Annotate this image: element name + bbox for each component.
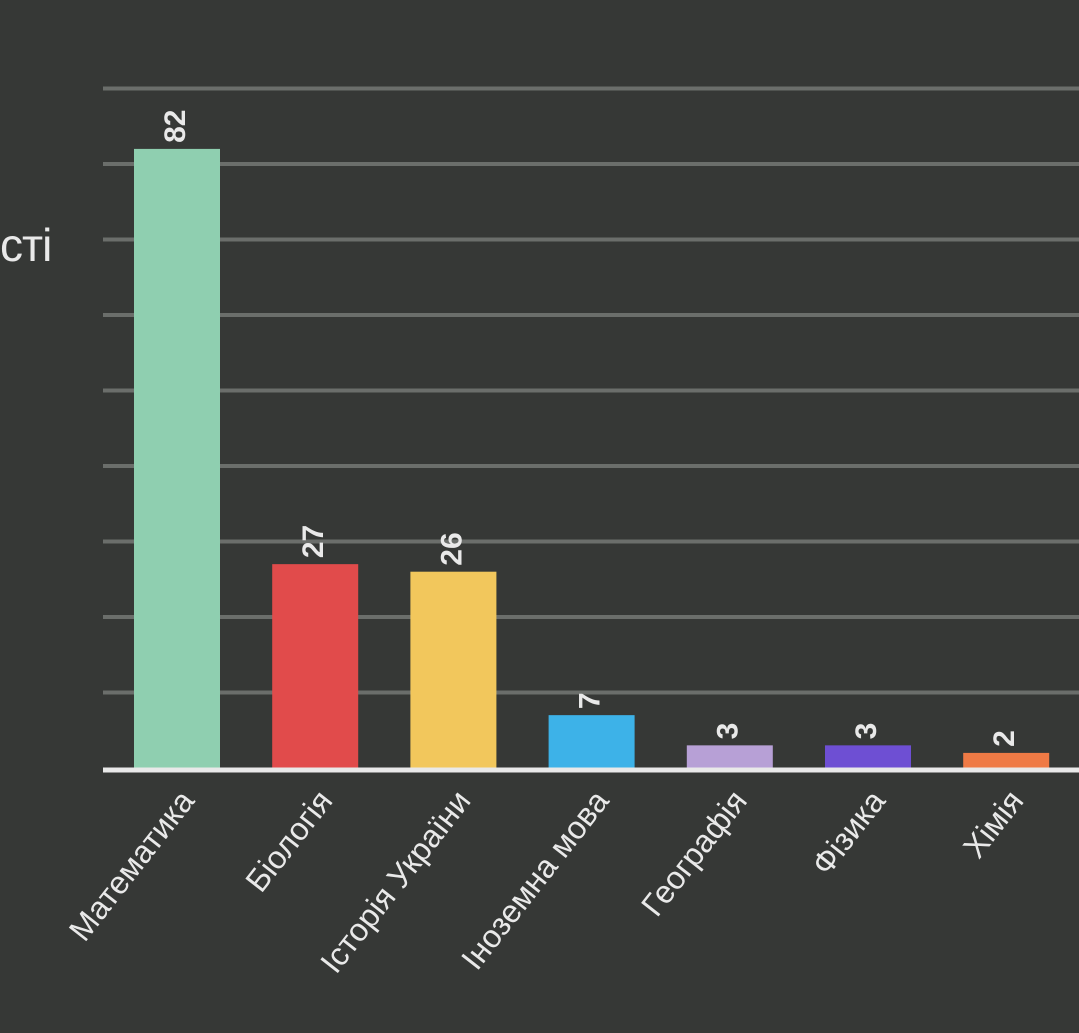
bar — [548, 715, 635, 768]
bar-value-label: 3 — [850, 723, 883, 740]
x-tick-label: Географія — [634, 783, 754, 922]
bar — [410, 571, 497, 768]
bar — [134, 148, 220, 768]
bar — [963, 752, 1050, 768]
x-tick-label: Математика — [62, 783, 202, 947]
x-tick-label: Історія України — [313, 783, 477, 979]
x-tick-label: Біологія — [238, 783, 339, 898]
gridlines — [103, 86, 1079, 695]
bar-value-label: 82 — [159, 110, 192, 143]
bar-value-label: 27 — [297, 525, 330, 558]
y-axis-label: сті — [0, 219, 52, 271]
bar-value-label: 7 — [574, 692, 607, 709]
bar-value-label: 3 — [712, 723, 745, 740]
bar — [686, 745, 773, 768]
bars — [134, 148, 1050, 768]
bar — [825, 745, 911, 768]
x-tick-label: Іноземна мова — [454, 783, 616, 976]
x-tick-label: Хімія — [956, 783, 1030, 864]
data-labels: 82 27 26 7 3 3 2 — [159, 110, 1021, 747]
bar-value-label: 2 — [988, 730, 1021, 747]
bar — [272, 564, 359, 768]
bar-value-label: 26 — [435, 532, 468, 565]
x-tick-label: Фізика — [804, 783, 892, 881]
